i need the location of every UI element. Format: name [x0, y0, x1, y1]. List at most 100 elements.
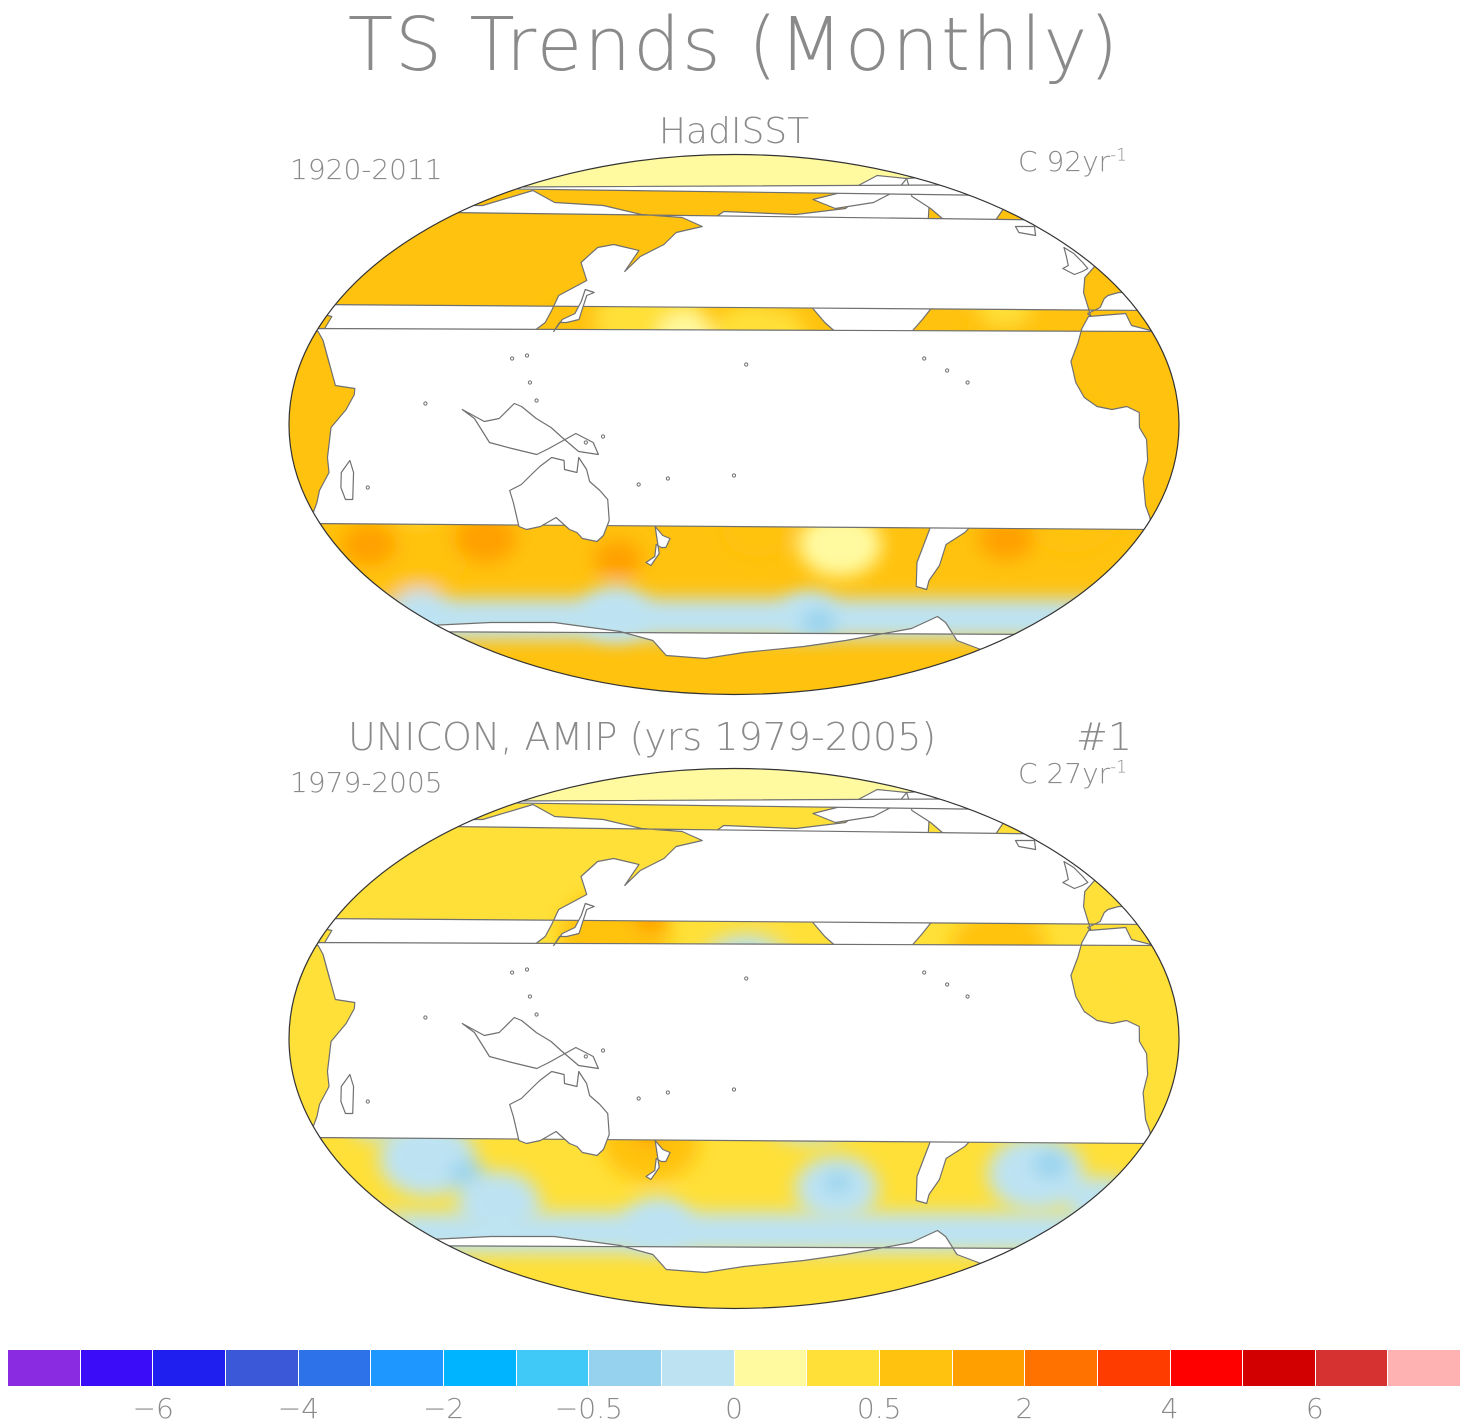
land-indonesia: [461, 1016, 600, 1070]
trend-region-light-blue: [580, 586, 651, 641]
trend-region-yellow: [344, 1211, 400, 1256]
small-island: [583, 1054, 588, 1059]
colorbar-swatch: [1170, 1350, 1244, 1386]
trend-region-dark-orange: [593, 540, 643, 579]
colorbar-swatch: [879, 1350, 953, 1386]
land-new-zealand: [645, 525, 671, 567]
colorbar-tick-label: 0.5: [856, 1392, 902, 1425]
small-island: [534, 398, 539, 403]
map-content: [289, 154, 1179, 695]
colorbar-swatch: [661, 1350, 735, 1386]
colorbar-tick-label: 6: [1305, 1392, 1324, 1425]
panel-1-title: HadISST: [658, 111, 810, 152]
colorbar-swatch: [589, 1350, 662, 1386]
small-island: [365, 1099, 370, 1104]
colorbar-swatch: [1388, 1350, 1461, 1386]
colorbar-swatch: [80, 1350, 154, 1386]
small-island: [524, 353, 530, 358]
small-island: [600, 1048, 606, 1053]
panel-2-title: UNICON, AMIP (yrs 1979-2005): [348, 715, 937, 759]
panel-1-map: [288, 153, 1180, 696]
small-island: [509, 356, 515, 361]
colorbar-swatch: [298, 1350, 372, 1386]
arctic-trend-band: [289, 154, 1179, 190]
trend-region-light-blue: [623, 1197, 693, 1252]
small-island: [922, 970, 927, 975]
land-australia: [509, 456, 610, 543]
small-island: [665, 1090, 670, 1095]
colorbar-swatch: [153, 1350, 226, 1386]
colorbar-tick-labels: −6 −4 −2 −0.5 0 0.5 2 4 6: [8, 1392, 1460, 1426]
trend-region-light-blue: [457, 1171, 541, 1236]
colorbar-swatch: [225, 1350, 299, 1386]
small-island: [527, 380, 533, 385]
land-madagascar: [340, 459, 355, 501]
small-island: [731, 1087, 737, 1092]
small-island: [665, 476, 670, 481]
trend-region-light-blue: [1069, 1176, 1139, 1231]
colorbar-swatch: [952, 1350, 1026, 1386]
trend-region-pale-yellow: [798, 512, 882, 577]
colorbar-tick-label: −0.5: [554, 1392, 623, 1425]
land-british-isles: [1062, 860, 1089, 890]
colorbar-swatch: [1315, 1350, 1389, 1386]
land-iceland: [1014, 839, 1037, 851]
small-island: [636, 482, 641, 487]
panel-2-units-exponent: -1: [1110, 756, 1127, 777]
land-africa: [301, 926, 1156, 1145]
map-content: [289, 768, 1179, 1309]
panel-1-units-text: C 92yr: [1018, 145, 1111, 178]
small-island: [524, 967, 530, 972]
colorbar-tick-label: 2: [1015, 1392, 1034, 1425]
panel-1-units-exponent: -1: [1110, 144, 1127, 165]
map-outline: [288, 767, 1180, 1310]
land-japan: [553, 902, 595, 947]
land-madagascar: [340, 1073, 355, 1115]
panel-1-period: 1920-2011: [290, 153, 443, 186]
colorbar-tick-label: −2: [422, 1392, 465, 1425]
colorbar-swatch: [734, 1350, 808, 1386]
small-island: [945, 368, 950, 373]
small-island: [945, 982, 950, 987]
land-japan: [553, 288, 595, 333]
panel-2-period: 1979-2005: [290, 766, 443, 799]
colorbar-tick-label: −4: [277, 1392, 320, 1425]
land-africa: [301, 312, 1156, 531]
land-iceland: [1014, 225, 1037, 237]
land-novaya-zemlya: [420, 806, 470, 827]
trend-region-sky-blue: [801, 609, 836, 636]
colorbar-swatch: [1025, 1350, 1098, 1386]
small-island: [965, 994, 970, 999]
small-island: [744, 362, 749, 367]
small-island: [509, 970, 515, 975]
colorbar-tick-label: −6: [132, 1392, 174, 1425]
small-island: [922, 356, 927, 361]
colorbar-swatch: [516, 1350, 590, 1386]
small-island: [636, 1096, 641, 1101]
land-novaya-zemlya: [420, 192, 470, 213]
colorbar-swatch: [8, 1350, 81, 1386]
small-island: [527, 994, 533, 999]
small-island: [965, 380, 970, 385]
small-island: [731, 473, 737, 478]
panel-2-run-label: #1: [1076, 715, 1133, 759]
small-island: [534, 1012, 539, 1017]
panel-2-map: [288, 767, 1180, 1310]
land-indonesia: [461, 402, 600, 456]
colorbar-swatch: [371, 1350, 444, 1386]
colorbar-swatch: [807, 1350, 880, 1386]
small-island: [583, 440, 588, 445]
trend-region-dark-orange: [341, 522, 397, 567]
panel-2-units-text: C 27yr: [1018, 757, 1111, 790]
small-island: [423, 1015, 428, 1020]
colorbar-tick-label: 4: [1160, 1392, 1179, 1425]
trend-region-sky-blue: [1033, 1151, 1068, 1178]
small-island: [365, 485, 370, 490]
land-australia: [509, 1070, 610, 1157]
figure-title: TS Trends (Monthly): [347, 2, 1121, 88]
arctic-trend-band: [289, 768, 1179, 804]
small-island: [423, 401, 428, 406]
colorbar-swatch: [443, 1350, 517, 1386]
small-island: [600, 434, 606, 439]
trend-region-sky-blue: [823, 1171, 852, 1194]
